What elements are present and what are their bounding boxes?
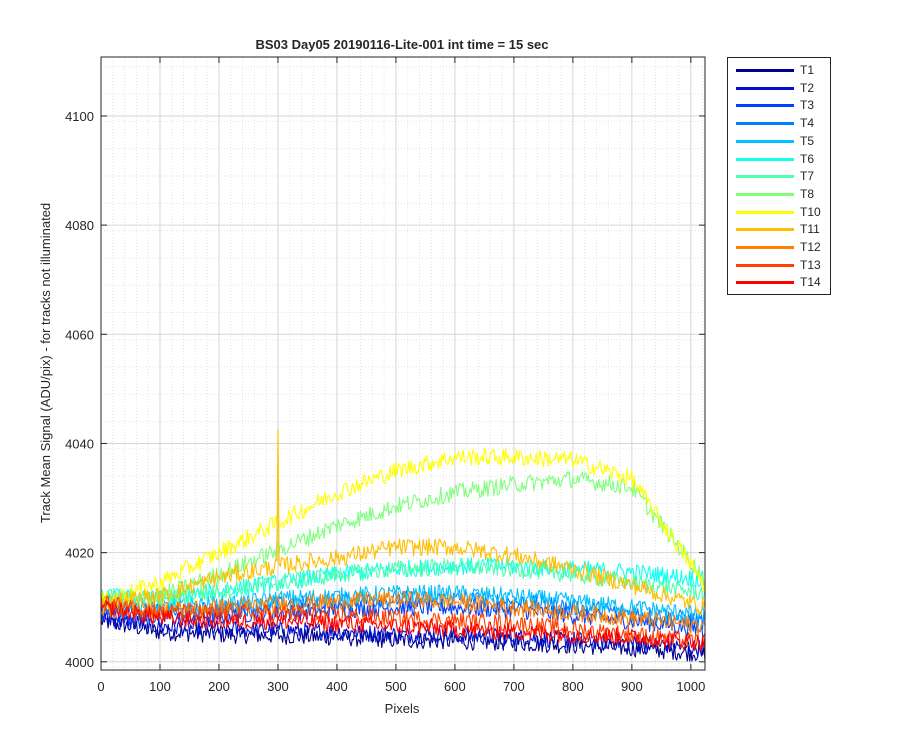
legend-item-t10: T10 [728, 204, 830, 221]
series-line-t8 [100, 471, 706, 610]
chart-title: BS03 Day05 20190116-Lite-001 int time = … [255, 37, 548, 52]
legend-label: T5 [800, 133, 815, 148]
legend-swatch [736, 175, 794, 179]
x-tick-label: 400 [326, 679, 348, 694]
legend-swatch [736, 122, 794, 126]
x-tick-label: 300 [267, 679, 289, 694]
y-tick-label: 4100 [65, 109, 94, 124]
x-tick-label: 200 [208, 679, 230, 694]
legend-swatch [736, 281, 794, 285]
legend-swatch [736, 157, 794, 161]
legend-item-t4: T4 [728, 115, 830, 132]
legend-label: T3 [800, 98, 815, 113]
series-line-t14 [100, 600, 706, 652]
x-tick-label: 0 [97, 679, 104, 694]
legend-swatch [736, 228, 794, 232]
x-tick-label: 800 [562, 679, 584, 694]
legend-swatch [736, 86, 794, 90]
y-tick-label: 4040 [65, 436, 94, 451]
series-line-t13 [100, 593, 706, 651]
legend-item-t12: T12 [728, 239, 830, 256]
y-tick-label: 4080 [65, 218, 94, 233]
legend-label: T2 [800, 80, 815, 95]
legend-item-t2: T2 [728, 80, 830, 97]
legend-swatch [736, 192, 794, 196]
x-axis-label: Pixels [385, 701, 420, 716]
legend-item-t3: T3 [728, 97, 830, 114]
legend-label: T8 [800, 186, 815, 201]
y-tick-label: 4000 [65, 655, 94, 670]
legend: T1 T2 T3 T4 T5 T6 T7 T8 T10 T11 T12 T13 T14 [727, 57, 831, 295]
legend-swatch [736, 210, 794, 214]
x-tick-label: 500 [385, 679, 407, 694]
x-tick-label: 900 [621, 679, 643, 694]
series-line-t10 [100, 448, 706, 608]
x-tick-label: 600 [444, 679, 466, 694]
legend-swatch [736, 104, 794, 108]
legend-label: T11 [800, 222, 820, 237]
legend-item-t14: T14 [728, 274, 830, 291]
legend-label: T10 [800, 204, 821, 219]
x-tick-label: 1000 [676, 679, 705, 694]
legend-item-t1: T1 [728, 62, 830, 79]
x-tick-label: 700 [503, 679, 525, 694]
legend-item-t8: T8 [728, 186, 830, 203]
legend-item-t11: T11 [728, 221, 830, 238]
legend-swatch [736, 263, 794, 267]
legend-label: T12 [800, 240, 821, 254]
legend-item-t6: T6 [728, 151, 830, 168]
legend-label: T14 [800, 275, 821, 290]
series-group [100, 429, 706, 662]
series-line-t1 [100, 612, 706, 662]
y-tick-label: 4060 [65, 327, 94, 342]
legend-swatch [736, 139, 794, 143]
legend-label: T1 [800, 63, 815, 77]
legend-swatch [736, 69, 794, 72]
grid-lines [100, 57, 705, 670]
x-tick-label: 100 [149, 679, 171, 694]
legend-item-t13: T13 [728, 257, 830, 274]
plot-frame [100, 56, 706, 671]
legend-label: T4 [800, 116, 815, 131]
axis-ticks: 0 100 200 300 400 500 600 700 800 900 1000 4000 4020… [65, 57, 705, 694]
legend-item-t5: T5 [728, 133, 830, 150]
series-line-t12 [100, 590, 706, 635]
series-line-t11 [101, 429, 706, 615]
series-line-t7 [100, 557, 706, 608]
legend-item-t7: T7 [728, 168, 830, 185]
legend-label: T6 [800, 151, 815, 166]
y-tick-label: 4020 [65, 546, 94, 561]
legend-label: T7 [800, 169, 815, 184]
legend-label: T13 [800, 257, 821, 272]
legend-swatch [736, 246, 794, 249]
y-axis-label: Track Mean Signal (ADU/pix) - for tracks… [38, 203, 53, 523]
